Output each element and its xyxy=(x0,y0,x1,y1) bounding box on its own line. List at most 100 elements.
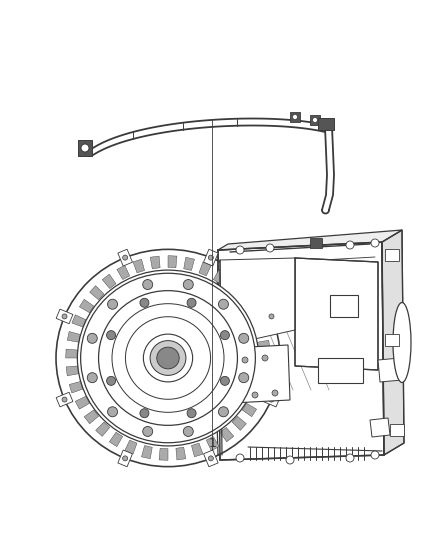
Ellipse shape xyxy=(112,304,224,413)
Ellipse shape xyxy=(99,290,237,425)
FancyBboxPatch shape xyxy=(318,118,334,130)
Polygon shape xyxy=(213,269,227,284)
Circle shape xyxy=(346,241,354,249)
Polygon shape xyxy=(176,447,186,460)
Polygon shape xyxy=(72,315,86,327)
Polygon shape xyxy=(75,397,89,409)
Polygon shape xyxy=(290,112,300,122)
FancyBboxPatch shape xyxy=(263,309,280,324)
Polygon shape xyxy=(159,448,168,461)
Polygon shape xyxy=(95,422,110,437)
Circle shape xyxy=(239,333,249,343)
Ellipse shape xyxy=(81,273,255,443)
Circle shape xyxy=(123,255,127,260)
Circle shape xyxy=(371,451,379,459)
FancyBboxPatch shape xyxy=(310,238,322,248)
Circle shape xyxy=(81,144,89,152)
Polygon shape xyxy=(117,265,130,279)
Circle shape xyxy=(269,397,274,402)
Polygon shape xyxy=(255,374,269,384)
Polygon shape xyxy=(230,345,290,403)
Polygon shape xyxy=(67,332,81,342)
Polygon shape xyxy=(218,242,384,460)
Polygon shape xyxy=(220,258,295,340)
Circle shape xyxy=(252,392,258,398)
Polygon shape xyxy=(382,230,404,455)
Polygon shape xyxy=(133,259,145,273)
Polygon shape xyxy=(253,323,267,335)
FancyBboxPatch shape xyxy=(204,450,218,467)
Circle shape xyxy=(62,397,67,402)
Polygon shape xyxy=(184,257,194,270)
Circle shape xyxy=(239,373,249,383)
Circle shape xyxy=(220,376,230,385)
Ellipse shape xyxy=(56,249,280,466)
Circle shape xyxy=(143,279,153,289)
Ellipse shape xyxy=(143,334,193,382)
Circle shape xyxy=(87,373,97,383)
Polygon shape xyxy=(258,358,270,367)
Polygon shape xyxy=(168,256,177,268)
Circle shape xyxy=(208,255,213,260)
FancyBboxPatch shape xyxy=(390,424,404,436)
Polygon shape xyxy=(141,446,152,459)
Circle shape xyxy=(346,454,354,462)
Polygon shape xyxy=(110,432,123,447)
Polygon shape xyxy=(242,403,257,417)
Polygon shape xyxy=(257,340,270,350)
Circle shape xyxy=(62,314,67,319)
Circle shape xyxy=(140,298,149,308)
FancyBboxPatch shape xyxy=(385,334,399,346)
Circle shape xyxy=(266,244,274,252)
Polygon shape xyxy=(370,418,390,437)
Circle shape xyxy=(106,376,116,385)
Circle shape xyxy=(219,299,229,309)
FancyBboxPatch shape xyxy=(78,140,92,156)
Polygon shape xyxy=(93,118,325,155)
Circle shape xyxy=(220,330,230,340)
Circle shape xyxy=(208,456,213,461)
FancyBboxPatch shape xyxy=(330,295,358,317)
Polygon shape xyxy=(66,349,78,358)
Circle shape xyxy=(140,409,149,418)
Polygon shape xyxy=(69,382,83,393)
Circle shape xyxy=(293,115,297,119)
Circle shape xyxy=(219,407,229,417)
FancyBboxPatch shape xyxy=(263,392,280,407)
Circle shape xyxy=(108,407,117,417)
Polygon shape xyxy=(84,410,99,424)
Ellipse shape xyxy=(393,303,411,383)
Polygon shape xyxy=(191,443,203,457)
Polygon shape xyxy=(102,274,116,288)
Polygon shape xyxy=(220,427,234,442)
Text: 1: 1 xyxy=(208,438,216,450)
Circle shape xyxy=(286,456,294,464)
Polygon shape xyxy=(378,358,402,382)
Ellipse shape xyxy=(157,347,179,369)
Circle shape xyxy=(269,314,274,319)
Circle shape xyxy=(123,456,127,461)
Polygon shape xyxy=(232,416,247,430)
Polygon shape xyxy=(79,300,94,313)
Polygon shape xyxy=(247,307,261,320)
Polygon shape xyxy=(125,440,137,454)
Circle shape xyxy=(183,279,193,289)
Polygon shape xyxy=(237,292,252,306)
Polygon shape xyxy=(310,115,320,125)
FancyBboxPatch shape xyxy=(56,309,73,324)
Polygon shape xyxy=(250,389,264,401)
Polygon shape xyxy=(90,286,104,300)
Circle shape xyxy=(183,426,193,437)
Polygon shape xyxy=(206,437,219,451)
Circle shape xyxy=(236,246,244,254)
Circle shape xyxy=(236,454,244,462)
Polygon shape xyxy=(199,262,211,276)
FancyBboxPatch shape xyxy=(204,249,218,266)
Polygon shape xyxy=(218,230,402,250)
Circle shape xyxy=(143,426,153,437)
FancyBboxPatch shape xyxy=(385,249,399,261)
Circle shape xyxy=(87,333,97,343)
Polygon shape xyxy=(295,258,378,370)
FancyBboxPatch shape xyxy=(118,249,132,266)
Circle shape xyxy=(312,117,318,123)
